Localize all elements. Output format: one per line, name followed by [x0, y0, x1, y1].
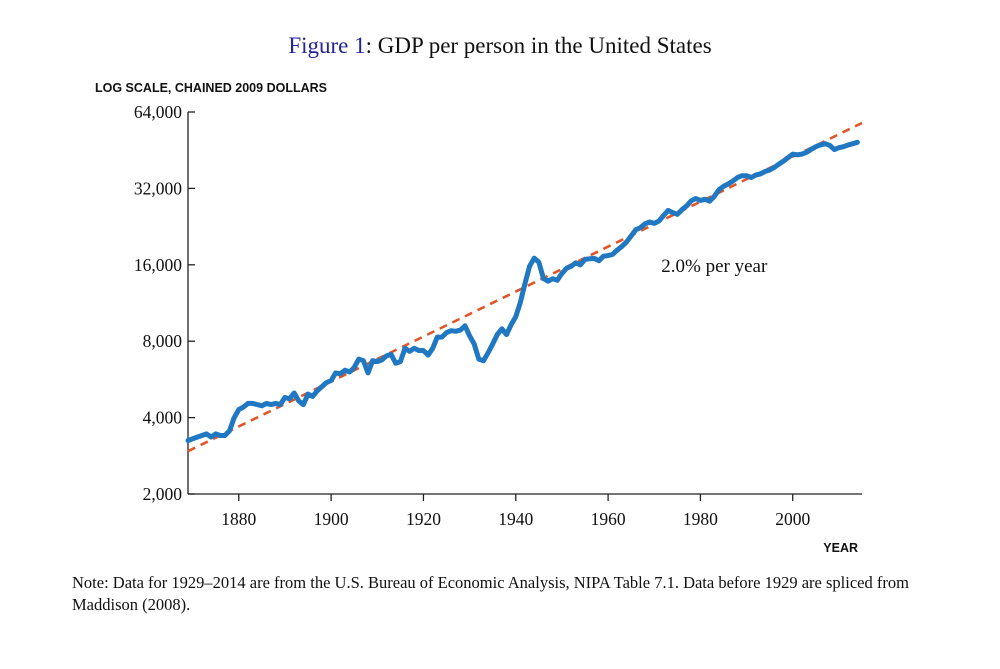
growth-rate-annotation: 2.0% per year	[661, 256, 768, 277]
y-tick-label: 32,000	[134, 178, 182, 198]
series-layer	[185, 121, 863, 453]
x-tick-label: 1980	[683, 509, 718, 529]
x-tick-label: 1900	[314, 509, 349, 529]
x-tick-label: 1940	[498, 509, 533, 529]
gdp-per-person-line	[185, 139, 860, 443]
axes-group: 2,000 4,000 8,000 16,000 32,000 64,000 1880 190…	[134, 102, 862, 529]
y-tick-label: 16,000	[134, 255, 182, 275]
x-tick-label: 2000	[775, 509, 810, 529]
x-tick-label: 1880	[221, 509, 256, 529]
y-axis-label: LOG SCALE, CHAINED 2009 DOLLARS	[95, 81, 327, 95]
figure-note: Note: Data for 1929–2014 are from the U.…	[72, 573, 909, 614]
figure-label: Figure 1	[288, 33, 366, 58]
x-tick-label: 1960	[591, 509, 626, 529]
y-tick-label: 4,000	[143, 408, 183, 428]
y-tick-label: 2,000	[143, 484, 183, 504]
figure-title: Figure 1: GDP per person in the United S…	[0, 33, 1000, 59]
figure-title-text: : GDP per person in the United States	[365, 33, 712, 58]
y-tick-label: 8,000	[143, 331, 183, 351]
y-tick-label: 64,000	[134, 102, 182, 122]
x-axis-label: YEAR	[823, 541, 858, 555]
x-tick-label: 1920	[406, 509, 441, 529]
